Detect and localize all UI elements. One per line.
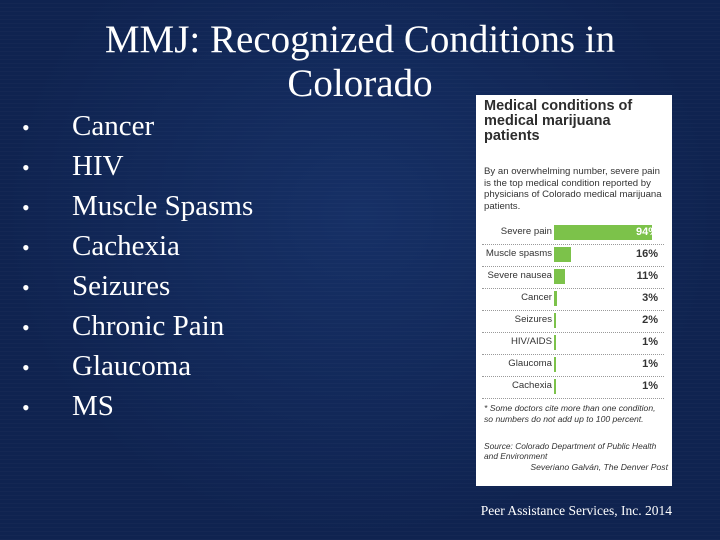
slide-footer: Peer Assistance Services, Inc. 2014 xyxy=(480,503,672,518)
list-item: • MS xyxy=(20,386,253,426)
figure-row-label: Glaucoma xyxy=(508,358,552,369)
figure-row-label: Muscle spasms xyxy=(485,248,552,259)
figure-row-value: 94% xyxy=(635,226,658,238)
bullet-icon: • xyxy=(22,395,30,420)
figure-bar xyxy=(554,291,557,306)
bullet-icon: • xyxy=(22,315,30,340)
figure-bar xyxy=(554,269,565,284)
bullet-icon: • xyxy=(22,235,30,260)
list-item-text: Glaucoma xyxy=(72,350,192,382)
figure-row: Muscle spasms 16% xyxy=(482,245,664,267)
list-item: • Cachexia xyxy=(20,226,253,266)
list-item-text: Seizures xyxy=(72,270,171,302)
conditions-figure: Medical conditions of medical marijuana … xyxy=(476,95,672,486)
list-item: • Cancer xyxy=(20,106,253,146)
figure-bars: Severe pain 94% Muscle spasms 16% Severe nau… xyxy=(482,223,664,399)
figure-row: Severe nausea 11% xyxy=(482,267,664,289)
list-item: • Glaucoma xyxy=(20,346,253,386)
figure-row-label: Severe pain xyxy=(500,226,552,237)
bullet-icon: • xyxy=(22,275,30,300)
figure-row-value: 16% xyxy=(635,248,658,260)
bullet-icon: • xyxy=(22,195,30,220)
figure-row: Cancer 3% xyxy=(482,289,664,311)
figure-bar xyxy=(554,379,556,394)
figure-row-value: 3% xyxy=(642,292,658,304)
list-item-text: Cancer xyxy=(72,110,155,142)
figure-row-value: 1% xyxy=(642,336,658,348)
figure-source: Source: Colorado Department of Public He… xyxy=(484,441,657,462)
figure-row-value: 1% xyxy=(642,380,658,392)
list-item-text: Cachexia xyxy=(72,230,180,262)
figure-row-label: Cancer xyxy=(521,292,552,303)
figure-row-value: 11% xyxy=(636,270,658,282)
bullet-icon: • xyxy=(22,155,30,180)
figure-bar xyxy=(554,357,556,372)
figure-row: HIV/AIDS 1% xyxy=(482,333,664,355)
figure-row: Glaucoma 1% xyxy=(482,355,664,377)
figure-row-value: 2% xyxy=(642,314,658,326)
list-item-text: Chronic Pain xyxy=(72,310,225,342)
figure-heading: Medical conditions of medical marijuana … xyxy=(484,98,633,144)
list-item: • Seizures xyxy=(20,266,253,306)
figure-bar xyxy=(554,313,556,328)
figure-credit: Severiano Galván, The Denver Post xyxy=(530,462,668,472)
slide-title: MMJ: Recognized Conditions in Colorado xyxy=(104,18,616,105)
figure-row-label: HIV/AIDS xyxy=(510,336,552,347)
figure-bar xyxy=(554,335,556,350)
figure-row-label: Cachexia xyxy=(512,380,552,391)
figure-intro: By an overwhelming number, severe pain i… xyxy=(484,166,662,212)
list-item-text: HIV xyxy=(72,150,124,182)
condition-list: • Cancer • HIV • Muscle Spasms • Cachexia • S… xyxy=(20,106,253,426)
figure-bar xyxy=(554,247,571,262)
list-item-text: MS xyxy=(72,390,114,422)
figure-row-label: Seizures xyxy=(514,314,552,325)
list-item: • HIV xyxy=(20,146,253,186)
figure-note: * Some doctors cite more than one condit… xyxy=(484,403,656,424)
list-item: • Chronic Pain xyxy=(20,306,253,346)
figure-bar xyxy=(554,225,652,240)
list-item: • Muscle Spasms xyxy=(20,186,253,226)
figure-row-label: Severe nausea xyxy=(487,270,552,281)
figure-row: Seizures 2% xyxy=(482,311,664,333)
bullet-icon: • xyxy=(22,355,30,380)
bullet-icon: • xyxy=(22,115,30,140)
figure-row: Severe pain 94% xyxy=(482,223,664,245)
figure-row-value: 1% xyxy=(642,358,658,370)
figure-row: Cachexia 1% xyxy=(482,377,664,399)
list-item-text: Muscle Spasms xyxy=(72,190,254,222)
